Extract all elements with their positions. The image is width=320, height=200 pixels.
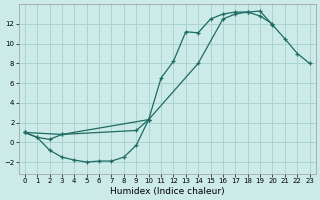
X-axis label: Humidex (Indice chaleur): Humidex (Indice chaleur) — [110, 187, 225, 196]
